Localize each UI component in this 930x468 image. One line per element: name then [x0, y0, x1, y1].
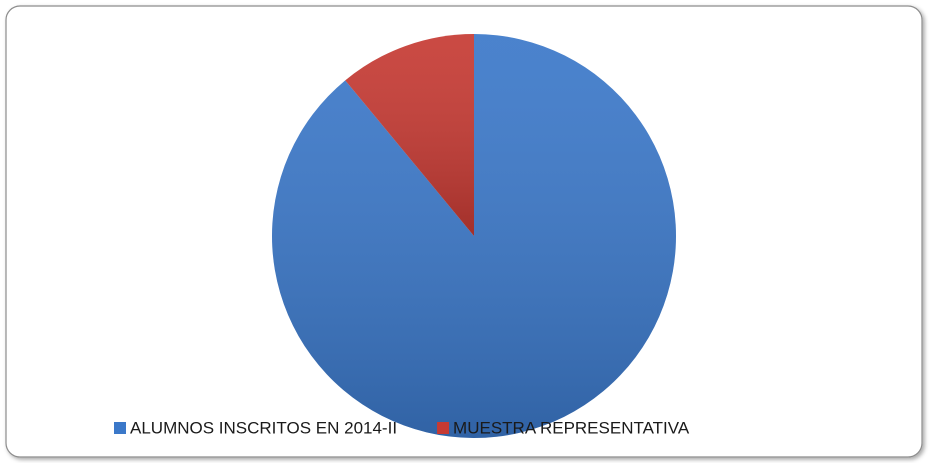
legend-swatch [437, 422, 450, 434]
legend: ALUMNOS INSCRITOS EN 2014-II MUESTRA REPR… [114, 418, 690, 437]
pie [272, 34, 676, 439]
legend-label: MUESTRA REPRESENTATIVA [453, 418, 690, 437]
legend-swatch [114, 422, 126, 434]
slice-shade [345, 34, 474, 236]
legend-label: ALUMNOS INSCRITOS EN 2014-II [130, 418, 397, 437]
slice-shade [272, 34, 676, 439]
